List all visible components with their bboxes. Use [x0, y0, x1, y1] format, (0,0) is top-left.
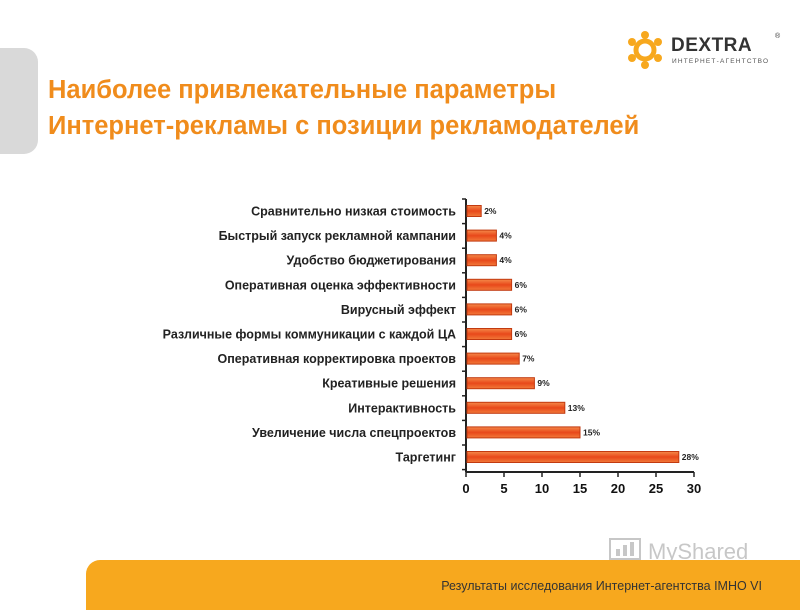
category-label: Таргетинг: [396, 451, 456, 465]
side-tab: [0, 48, 38, 154]
dextra-logo: DEXTRA ® ИНТЕРНЕТ-АГЕНТСТВО: [625, 30, 785, 70]
logo-name: DEXTRA: [671, 35, 753, 56]
bar: [466, 303, 513, 316]
title-line-1: Наиболее привлекательные параметры: [48, 76, 557, 104]
category-label: Сравнительно низкая стоимость: [251, 205, 456, 219]
watermark-text: MyShared: [648, 539, 749, 564]
bar: [466, 377, 535, 390]
category-label: Увеличение числа спецпроектов: [252, 426, 456, 440]
data-label: 6%: [515, 280, 528, 290]
data-label: 9%: [537, 378, 550, 388]
data-label: 13%: [568, 403, 585, 413]
page-title: Наиболее привлекательные параметры Интер…: [48, 72, 788, 144]
bar: [466, 278, 513, 291]
data-label: 7%: [522, 354, 535, 364]
category-label: Быстрый запуск рекламной кампании: [219, 229, 456, 243]
dextra-logo-icon: [628, 31, 662, 69]
bar: [466, 205, 482, 217]
x-tick-label: 5: [500, 481, 507, 496]
data-label: 4%: [499, 231, 512, 241]
data-label: 28%: [682, 452, 699, 462]
x-tick-label: 25: [649, 481, 663, 496]
category-label: Оперативная оценка эффективности: [225, 278, 456, 292]
bar: [466, 254, 497, 267]
category-label: Удобство бюджетирования: [286, 254, 456, 268]
title-line-2: Интернет-рекламы с позиции рекламодателе…: [48, 112, 640, 140]
data-label: 4%: [499, 255, 512, 265]
bar: [466, 352, 520, 365]
data-label: 2%: [484, 206, 497, 216]
category-label: Креативные решения: [322, 377, 456, 391]
source-note: Результаты исследования Интернет-агентст…: [441, 579, 762, 593]
category-label: Различные формы коммуникации с каждой ЦА: [163, 328, 456, 342]
bar: [466, 229, 497, 242]
bar: [466, 451, 680, 463]
data-label: 15%: [583, 427, 600, 437]
logo-tagline: ИНТЕРНЕТ-АГЕНТСТВО: [672, 58, 770, 65]
data-label: 6%: [515, 304, 528, 314]
data-label: 6%: [515, 329, 528, 339]
x-tick-label: 30: [687, 481, 701, 496]
x-tick-label: 0: [462, 481, 469, 496]
x-tick-label: 20: [611, 481, 625, 496]
logo-reg-mark: ®: [775, 33, 781, 40]
x-tick-label: 10: [535, 481, 549, 496]
bar: [466, 401, 566, 414]
category-label: Вирусный эффект: [341, 303, 456, 317]
bar: [466, 328, 513, 340]
category-label: Оперативная корректировка проектов: [217, 352, 456, 366]
category-label: Интерактивность: [348, 401, 456, 415]
x-tick-label: 15: [573, 481, 587, 496]
bar: [466, 426, 581, 439]
